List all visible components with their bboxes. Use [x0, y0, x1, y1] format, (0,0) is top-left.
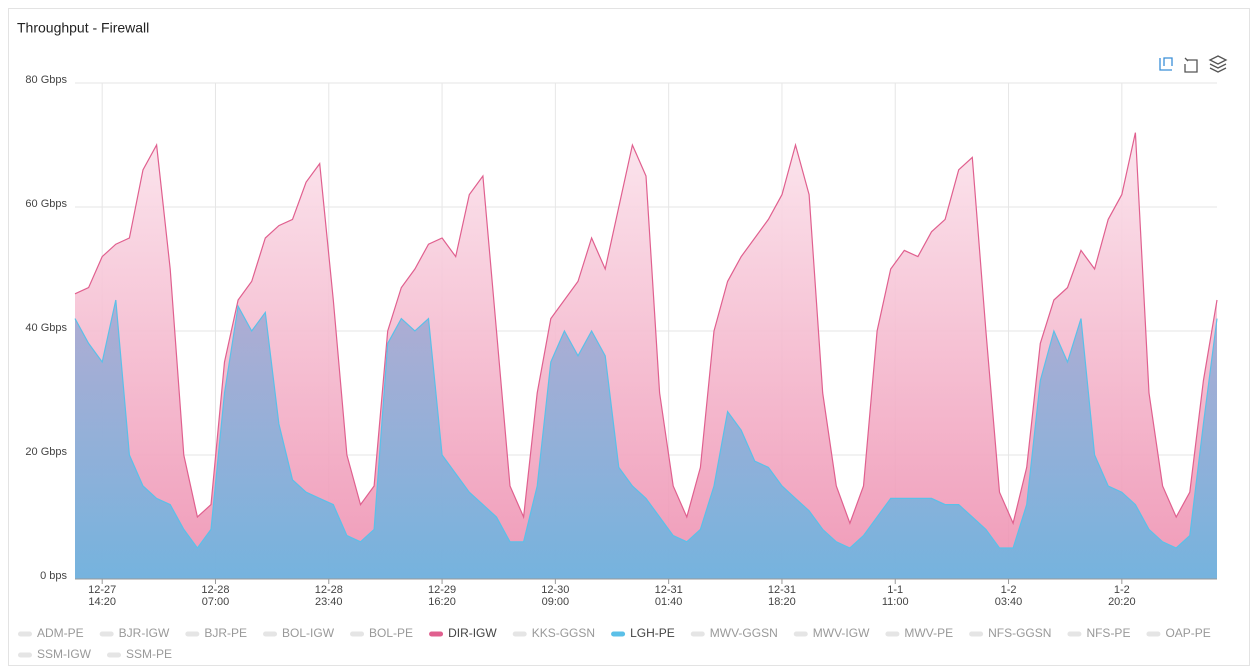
- legend-label: SSM-PE: [126, 647, 172, 661]
- legend-marker: [885, 631, 900, 637]
- x-tick-label: 12-31 18:20: [768, 584, 796, 608]
- y-tick-label: 80 Gbps: [25, 74, 67, 86]
- x-tick-label: 12-27 14:20: [88, 584, 116, 608]
- legend-item[interactable]: SSM-IGW: [18, 647, 92, 661]
- legend-marker: [1067, 631, 1082, 637]
- legend-marker: [512, 631, 527, 637]
- legend-marker: [611, 631, 626, 637]
- legend-marker: [793, 631, 808, 637]
- legend-label: NFS-GGSN: [988, 626, 1051, 640]
- toolbar[interactable]: [1159, 55, 1228, 73]
- legend-item[interactable]: MWV-PE: [885, 626, 953, 640]
- x-tick-label: 1-2 20:20: [1108, 584, 1136, 608]
- zoom-icon[interactable]: [1159, 57, 1173, 71]
- legend-marker: [1146, 631, 1161, 637]
- x-tick-label: 12-31 01:40: [655, 584, 683, 608]
- legend-item[interactable]: BOL-IGW: [263, 626, 335, 640]
- legend-item[interactable]: SSM-PE: [107, 647, 172, 661]
- legend-item[interactable]: BJR-IGW: [99, 626, 170, 640]
- legend-label: KKS-GGSN: [532, 626, 595, 640]
- legend-item[interactable]: DIR-IGW: [429, 626, 497, 640]
- legend-label: BJR-IGW: [119, 626, 170, 640]
- legend-item[interactable]: KKS-GGSN: [512, 626, 595, 640]
- legend-marker: [263, 631, 278, 637]
- legend-marker: [350, 631, 365, 637]
- legend-label: MWV-GGSN: [710, 626, 778, 640]
- x-tick-label: 12-30 09:00: [541, 584, 569, 608]
- reset-icon[interactable]: [1184, 57, 1198, 73]
- legend-marker: [690, 631, 705, 637]
- legend-marker: [185, 631, 200, 637]
- legend-label: BJR-PE: [204, 626, 247, 640]
- legend-item[interactable]: MWV-GGSN: [690, 626, 778, 640]
- legend-label: DIR-IGW: [448, 626, 497, 640]
- legend-label: NFS-PE: [1086, 626, 1130, 640]
- x-tick-label: 1-1 11:00: [882, 584, 909, 608]
- legend-marker: [429, 631, 444, 637]
- legend-item[interactable]: ADM-PE: [18, 626, 84, 640]
- legend-item[interactable]: NFS-GGSN: [969, 626, 1051, 640]
- legend-item[interactable]: NFS-PE: [1067, 626, 1130, 640]
- legend-marker: [99, 631, 114, 637]
- legend-label: MWV-IGW: [813, 626, 870, 640]
- x-tick-label: 1-2 03:40: [995, 584, 1023, 608]
- legend-marker: [107, 652, 121, 658]
- area: [75, 132, 1217, 579]
- legend-item[interactable]: OAP-PE: [1146, 626, 1211, 640]
- y-tick-label: 40 Gbps: [25, 322, 67, 334]
- area: [75, 300, 1217, 579]
- legend-item[interactable]: MWV-IGW: [793, 626, 870, 640]
- legend-marker: [18, 631, 32, 637]
- legend-label: BOL-PE: [369, 626, 413, 640]
- legend-item[interactable]: LGH-PE: [611, 626, 675, 640]
- x-tick-label: 12-29 16:20: [428, 584, 456, 608]
- y-tick-label: 0 bps: [40, 570, 67, 582]
- line: [74, 132, 1218, 526]
- legend-marker: [969, 631, 984, 637]
- x-tick-label: 12-28 23:40: [315, 584, 343, 608]
- legend-marker: [18, 652, 32, 658]
- line: [74, 299, 1218, 550]
- legend-item[interactable]: BJR-PE: [185, 626, 247, 640]
- legend-label: ADM-PE: [37, 626, 84, 640]
- x-tick-label: 12-28 07:00: [201, 584, 229, 608]
- legend-label: MWV-PE: [904, 626, 953, 640]
- legend-label: SSM-IGW: [37, 647, 92, 661]
- layers-icon[interactable]: [1208, 55, 1228, 73]
- legend-label: OAP-PE: [1165, 626, 1210, 640]
- legend-label: LGH-PE: [630, 626, 675, 640]
- legend-label: BOL-IGW: [282, 626, 335, 640]
- y-tick-label: 60 Gbps: [25, 198, 67, 210]
- y-tick-label: 20 Gbps: [25, 446, 67, 458]
- legend-item[interactable]: BOL-PE: [350, 626, 413, 640]
- chart-title: Throughput - Firewall: [17, 20, 149, 36]
